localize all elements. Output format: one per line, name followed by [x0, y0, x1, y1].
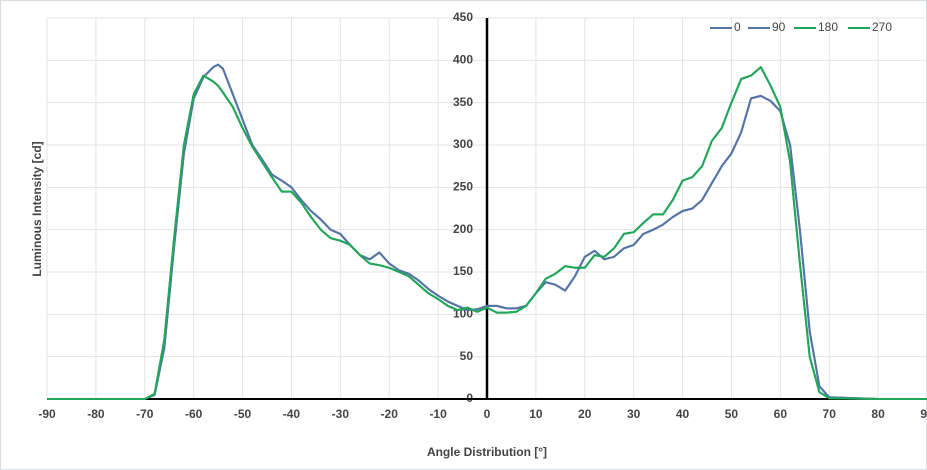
x-tick-label: -30	[332, 407, 350, 421]
series-line	[47, 66, 927, 400]
x-axis-title: Angle Distribution [°]	[427, 445, 547, 459]
x-tick-label: 60	[774, 407, 788, 421]
y-tick-label: 350	[453, 95, 473, 109]
y-tick-label: 50	[460, 349, 474, 363]
x-tick-label: 70	[823, 407, 837, 421]
y-tick-label: 150	[453, 264, 473, 278]
y-axis-title: Luminous Intensity [cd]	[30, 141, 44, 276]
series-line	[47, 63, 927, 400]
x-tick-label: 90	[920, 407, 927, 421]
x-tick-label: 10	[529, 407, 543, 421]
legend-label: 180	[818, 20, 838, 34]
x-tick-label: 80	[871, 407, 885, 421]
x-tick-label: -60	[185, 407, 203, 421]
legend-label: 0	[734, 20, 741, 34]
x-tick-label: -70	[136, 407, 154, 421]
x-tick-label: -10	[429, 407, 447, 421]
y-tick-label: 200	[453, 222, 473, 236]
x-tick-label: -90	[38, 407, 56, 421]
legend-label: 90	[772, 20, 786, 34]
y-tick-label: 400	[453, 53, 473, 67]
x-tick-label: -80	[87, 407, 105, 421]
x-tick-label: -20	[381, 407, 399, 421]
x-tick-label: 30	[627, 407, 641, 421]
x-tick-label: 0	[484, 407, 491, 421]
y-tick-label: 300	[453, 137, 473, 151]
x-tick-label: 40	[676, 407, 690, 421]
y-tick-label: 450	[453, 10, 473, 24]
x-tick-label: -40	[283, 407, 301, 421]
x-tick-label: -50	[234, 407, 252, 421]
x-tick-label: 50	[725, 407, 739, 421]
legend-label: 270	[872, 20, 892, 34]
x-tick-label: 20	[578, 407, 592, 421]
y-tick-label: 250	[453, 180, 473, 194]
